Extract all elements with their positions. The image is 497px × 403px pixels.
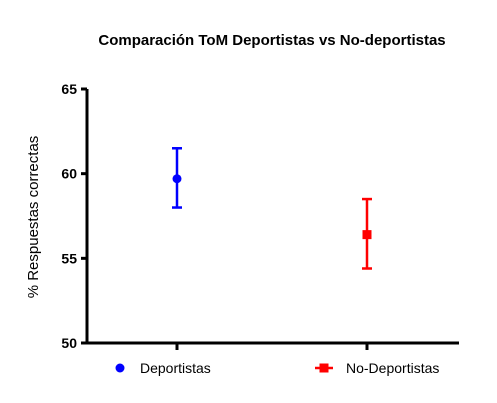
- legend-item: Deportistas: [115, 360, 211, 376]
- y-ticks: 50 55 60 65: [61, 81, 87, 351]
- legend-marker: [319, 363, 329, 373]
- data-point: [362, 230, 372, 240]
- y-tick-label: 65: [61, 81, 77, 97]
- y-axis-label: % Respuestas correctas: [25, 136, 42, 299]
- legend: Deportistas No-Deportistas: [115, 360, 439, 376]
- x-ticks: [175, 343, 369, 350]
- chart-title: Comparación ToM Deportistas vs No-deport…: [98, 32, 445, 49]
- series-layer: [172, 147, 372, 270]
- legend-marker: [115, 363, 125, 373]
- data-point: [172, 174, 182, 184]
- legend-item: No-Deportistas: [315, 360, 439, 376]
- series-2: [362, 197, 372, 270]
- legend-label: No-Deportistas: [346, 360, 439, 376]
- y-tick-label: 60: [61, 166, 77, 182]
- series-1: [172, 147, 182, 209]
- legend-label: Deportistas: [140, 360, 211, 376]
- y-tick-label: 55: [61, 250, 77, 266]
- y-tick-label: 50: [61, 335, 77, 351]
